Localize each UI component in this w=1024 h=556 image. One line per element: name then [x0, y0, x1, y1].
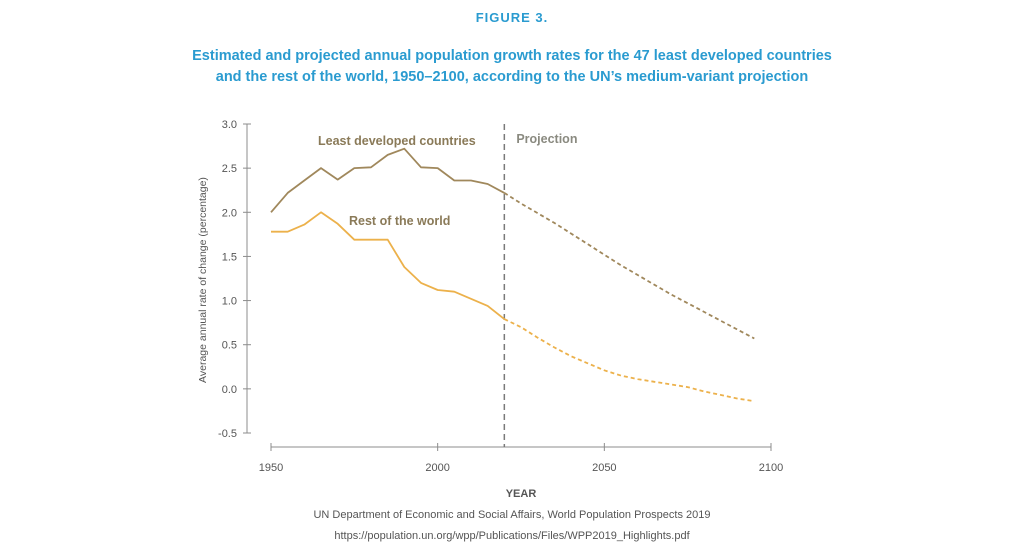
series-label-least-developed: Least developed countries	[318, 134, 476, 148]
least-developed-series-projected-line	[503, 192, 755, 340]
rest-of-world-series-estimated-line	[271, 211, 505, 320]
figure-label: FIGURE 3.	[475, 10, 549, 25]
rest-of-world-series-projected-line	[503, 318, 755, 403]
source-url: https://population.un.org/wpp/Publicatio…	[334, 530, 690, 542]
chart-title: Estimated and projected annual populatio…	[112, 46, 912, 88]
least-developed-series-estimated-line	[270, 147, 505, 213]
line-chart: 3.0 2.5 2.0 1.5 1.0 0.5 0.0 -0.5 1950 2000 2050 210…	[197, 119, 783, 500]
x-tick-label: 1950	[259, 462, 283, 474]
x-tick-label: 2050	[592, 462, 616, 474]
source-citation: UN Department of Economic and Social Aff…	[313, 509, 711, 521]
x-axis-title: YEAR	[506, 488, 537, 500]
projection-label: Projection	[516, 132, 577, 146]
y-tick-label: 1.0	[222, 296, 237, 308]
series-label-rest-of-world: Rest of the world	[349, 214, 450, 228]
x-tick-label: 2100	[759, 462, 783, 474]
y-axis-title: Average annual rate of change (percentag…	[197, 177, 209, 383]
chart-title-line-1: Estimated and projected annual populatio…	[192, 48, 832, 64]
y-tick-label: 0.0	[222, 384, 237, 396]
y-tick-label: -0.5	[218, 428, 237, 440]
y-tick-label: 2.5	[222, 163, 237, 175]
y-tick-label: 2.0	[222, 207, 237, 219]
chart-title-line-2: and the rest of the world, 1950–2100, ac…	[215, 69, 809, 85]
x-tick-label: 2000	[425, 462, 449, 474]
y-tick-label: 1.5	[222, 251, 237, 263]
y-tick-label: 3.0	[222, 119, 237, 131]
y-tick-label: 0.5	[222, 340, 237, 352]
